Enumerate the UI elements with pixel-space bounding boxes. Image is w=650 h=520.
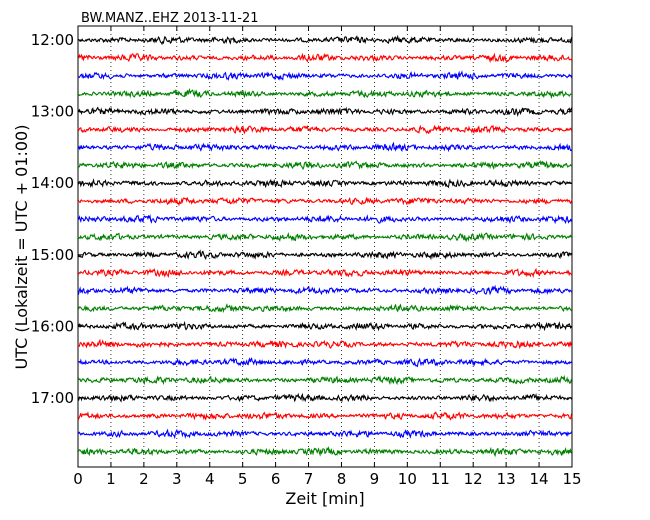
trace-line [77, 88, 573, 100]
trace-line [77, 284, 573, 296]
x-tick-label: 2 [139, 470, 149, 488]
x-axis-ticks: 0 1 2 3 4 5 6 7 8 9 10 11 12 13 14 15 [73, 26, 582, 488]
x-tick-label: 13 [497, 470, 516, 488]
x-axis-label: Zeit [min] [285, 489, 365, 508]
trace-line [77, 428, 573, 440]
trace-line [77, 249, 573, 261]
trace-line [77, 178, 573, 189]
trace-line [77, 411, 573, 421]
trace-line [77, 445, 573, 458]
trace-line [77, 374, 573, 386]
x-tick-label: 5 [238, 470, 248, 488]
x-tick-label: 6 [271, 470, 281, 488]
trace-line [77, 232, 573, 243]
y-tick-label: 14:00 [31, 174, 74, 192]
x-tick-label: 11 [431, 470, 450, 488]
trace-line [77, 124, 573, 135]
trace-line [78, 52, 573, 64]
grid-lines [110, 26, 540, 467]
y-tick-label: 15:00 [31, 246, 74, 264]
trace-line [77, 141, 573, 153]
y-tick-label: 13:00 [31, 103, 74, 121]
trace-line [77, 34, 573, 46]
x-tick-label: 7 [304, 470, 314, 488]
x-tick-label: 0 [73, 470, 83, 488]
trace-line [77, 392, 573, 403]
trace-line [77, 160, 573, 171]
x-tick-label: 1 [106, 470, 116, 488]
plot-frame [77, 25, 573, 468]
y-axis-ticks: 12:00 13:00 14:00 15:00 16:00 17:00 [31, 31, 572, 407]
trace-line [77, 303, 573, 314]
trace-line [77, 320, 573, 332]
y-tick-label: 17:00 [31, 389, 74, 407]
trace-line [77, 196, 573, 207]
chart-title: BW.MANZ..EHZ 2013-11-21 [81, 11, 259, 26]
x-tick-label: 8 [337, 470, 347, 488]
x-tick-label: 3 [172, 470, 182, 488]
trace-line [77, 338, 573, 350]
trace-line [77, 214, 573, 225]
x-tick-label: 10 [398, 470, 417, 488]
x-tick-label: 14 [530, 470, 549, 488]
y-tick-label: 12:00 [31, 31, 74, 49]
traces [77, 34, 573, 458]
x-tick-label: 9 [370, 470, 380, 488]
trace-line [77, 357, 573, 368]
x-tick-label: 4 [205, 470, 215, 488]
trace-line [77, 70, 573, 81]
y-axis-label: UTC (Lokalzeit = UTC + 01:00) [12, 124, 31, 370]
trace-line [77, 267, 573, 278]
x-tick-label: 12 [464, 470, 483, 488]
trace-line [77, 106, 573, 117]
x-tick-label: 15 [562, 470, 581, 488]
y-tick-label: 16:00 [31, 317, 74, 335]
